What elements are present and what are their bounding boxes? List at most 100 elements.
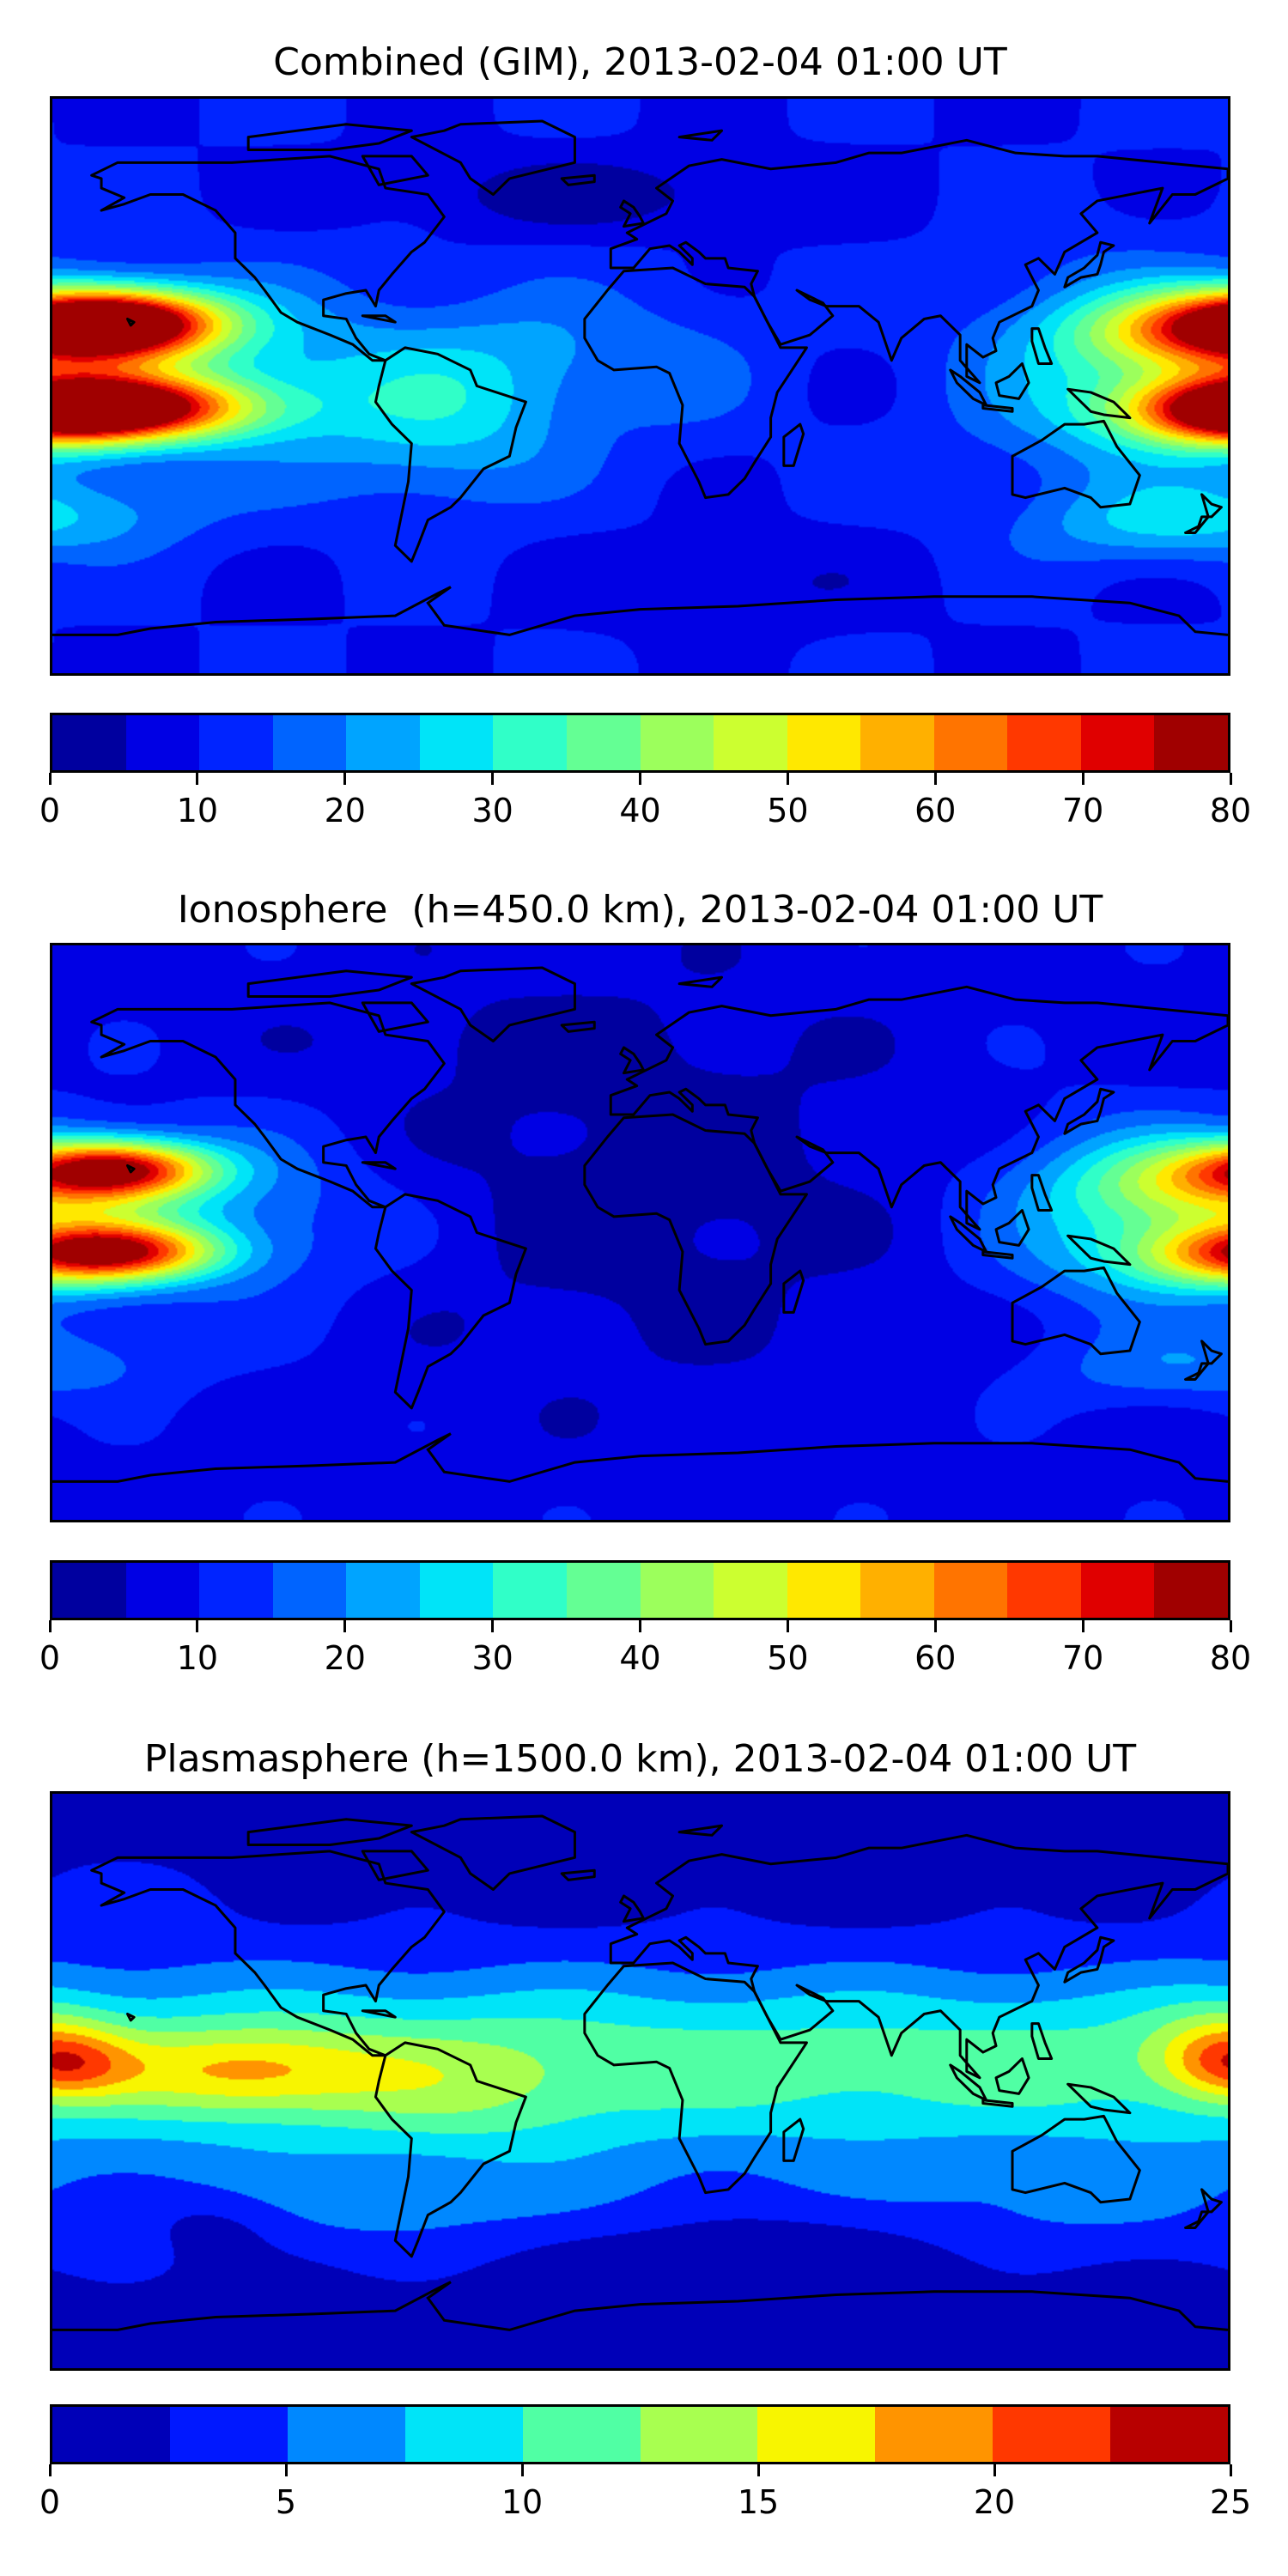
coastline-north-america: [92, 156, 445, 361]
colorbar-segment: [640, 715, 714, 770]
colorbar-segment: [52, 2407, 170, 2462]
tick-mark: [786, 1620, 789, 1632]
coastline-cuba: [362, 1163, 395, 1169]
colorbar-segment: [993, 2407, 1111, 2462]
tick-mark: [933, 1620, 937, 1632]
tick-label: 40: [619, 1639, 661, 1677]
tick-mark: [491, 1620, 495, 1632]
colorbar-segment: [52, 715, 126, 770]
colorbar-segment: [860, 715, 934, 770]
tick-label: 60: [914, 792, 957, 829]
coastline-north-america: [92, 1003, 445, 1207]
coastline-iceland: [562, 1870, 594, 1880]
coastline-antarctica: [52, 587, 1228, 635]
tick-mark: [786, 773, 789, 785]
coastline-borneo: [996, 1210, 1029, 1245]
tick-label: 70: [1061, 792, 1104, 829]
coastline-borneo: [996, 363, 1029, 398]
coastline-svalbard: [679, 131, 721, 140]
colorbar-segment: [640, 2407, 758, 2462]
coastline-africa: [585, 268, 807, 498]
coastline-svalbard: [679, 977, 721, 987]
tick-mark: [520, 2464, 524, 2476]
combined-coastlines: [52, 99, 1228, 673]
colorbar-segment: [419, 1563, 494, 1618]
colorbar-segment: [1007, 1563, 1081, 1618]
tick-mark: [1229, 2464, 1232, 2476]
colorbar-segment: [493, 1563, 567, 1618]
coastline-south-america: [375, 348, 526, 562]
colorbar-segment: [1154, 715, 1228, 770]
coastline-new-zealand: [1186, 2190, 1222, 2228]
coastline-cuba: [362, 316, 395, 322]
tick-mark: [491, 773, 495, 785]
colorbar-segment: [346, 1563, 420, 1618]
colorbar-segment: [287, 2407, 405, 2462]
plasmasphere-map: [50, 1791, 1230, 2371]
colorbar-segment: [860, 1563, 934, 1618]
tick-mark: [284, 2464, 288, 2476]
coastline-greenland: [411, 1816, 574, 1889]
tick-label: 50: [767, 792, 809, 829]
tick-mark: [639, 773, 641, 785]
tick-mark: [343, 773, 347, 785]
colorbar-segment: [522, 2407, 641, 2462]
combined-colorbar-ticks: 0 10 20 30 40 50 60 70 80: [39, 773, 1251, 841]
tick-label: 50: [767, 1639, 809, 1677]
coastline-canadian-archipelago: [248, 125, 411, 150]
tick-mark: [1081, 773, 1084, 785]
colorbar-segment: [1110, 2407, 1229, 2462]
plasmasphere-contour-field: [52, 1794, 1228, 2368]
coastline-java: [983, 1252, 1012, 1258]
tick-label: 40: [619, 792, 661, 829]
coastline-baffin-island: [362, 1003, 428, 1031]
colorbar-segment: [199, 1563, 273, 1618]
colorbar-segment: [125, 715, 200, 770]
tick-mark: [639, 1620, 641, 1632]
colorbar-segment: [640, 1563, 714, 1618]
colorbar-segment: [1154, 1563, 1228, 1618]
colorbar-segment: [404, 2407, 523, 2462]
tick-label: 70: [1061, 1639, 1104, 1677]
tick-mark: [1229, 773, 1232, 785]
tick-mark: [1229, 1620, 1232, 1632]
plasmasphere-colorbar-ticks: 0 5 10 15 20 25: [39, 2464, 1251, 2533]
colorbar-segment: [1080, 1563, 1155, 1618]
coastline-australia: [1012, 2116, 1139, 2202]
coastline-new-guinea: [1068, 1236, 1130, 1264]
plasmasphere-title: Plasmasphere (h=1500.0 km), 2013-02-04 0…: [143, 1737, 1137, 1781]
tick-mark: [933, 773, 937, 785]
colorbar-segment: [272, 1563, 347, 1618]
tick-mark: [343, 1620, 347, 1632]
ionosphere-colorbar-ticks: 0 10 20 30 40 50 60 70 80: [39, 1620, 1251, 1689]
colorbar-segment: [52, 1563, 126, 1618]
coastline-eurasia: [611, 1835, 1228, 2077]
colorbar-segment: [199, 715, 273, 770]
colorbar-segment: [714, 715, 787, 770]
ionosphere-title: Ionosphere (h=450.0 km), 2013-02-04 01:0…: [177, 888, 1103, 932]
tick-mark: [196, 773, 199, 785]
coastline-britain: [621, 201, 644, 227]
coastline-new-zealand: [1186, 1341, 1222, 1380]
tick-label: 15: [737, 2483, 780, 2521]
coastline-britain: [621, 1896, 644, 1922]
colorbar-segment: [757, 2407, 876, 2462]
coastline-africa: [585, 1115, 807, 1345]
coastline-eurasia: [611, 140, 1228, 382]
coastline-africa: [585, 1963, 807, 2193]
combined-map: [50, 96, 1230, 676]
plasmasphere-colorbar: [50, 2404, 1230, 2464]
ionosphere-map: [50, 943, 1230, 1522]
tick-label: 60: [914, 1639, 957, 1677]
coastline-antarctica: [52, 2282, 1228, 2330]
tick-mark: [993, 2464, 996, 2476]
coastline-canadian-archipelago: [248, 1820, 411, 1845]
tick-label: 5: [275, 2483, 297, 2521]
tick-mark: [48, 773, 52, 785]
colorbar-segment: [566, 715, 641, 770]
coastline-sumatra: [951, 2065, 987, 2100]
combined-title: Combined (GIM), 2013-02-04 01:00 UT: [273, 40, 1007, 84]
tick-label: 80: [1209, 1639, 1252, 1677]
tick-label: 10: [501, 2483, 544, 2521]
coastline-cuba: [362, 2011, 395, 2017]
